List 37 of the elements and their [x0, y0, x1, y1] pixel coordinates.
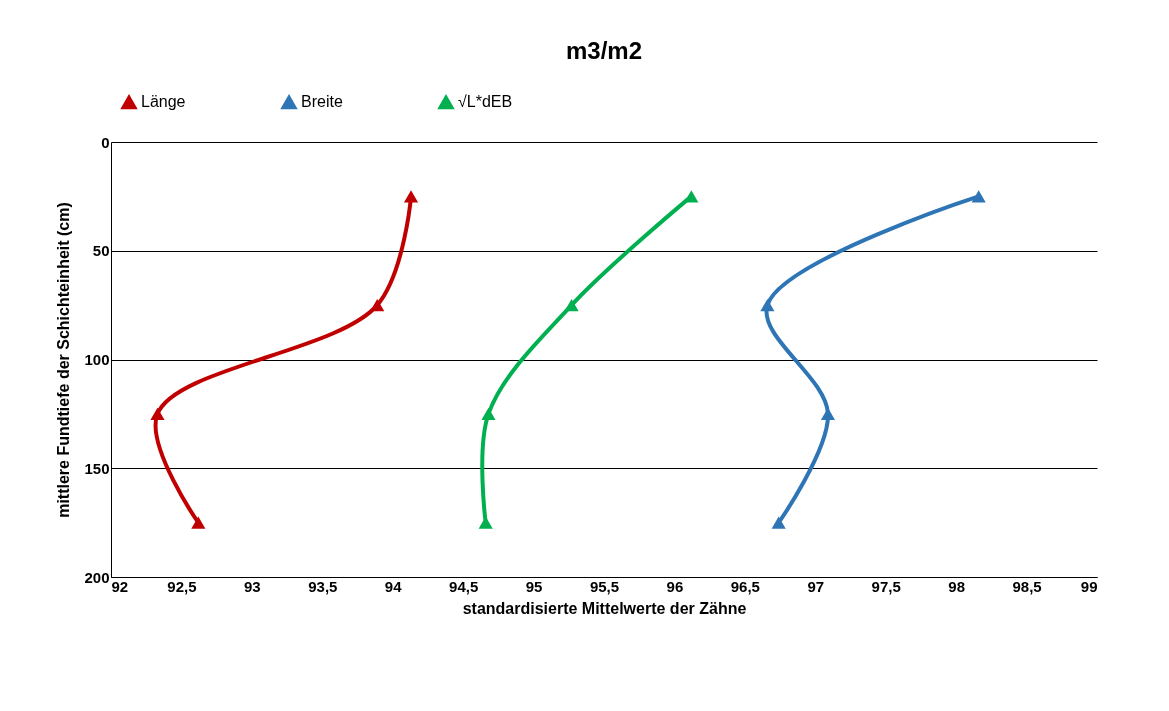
- point: [150, 407, 165, 420]
- y-tick-label: 200: [84, 568, 110, 586]
- y-tick-label: 50: [92, 242, 110, 260]
- x-axis-title: standardisierte Mittelwerte der Zähne: [462, 599, 747, 617]
- x-tick-label: 95,5: [589, 577, 620, 595]
- x-tick-label: 93,5: [308, 577, 338, 595]
- x-tick-label: 96,5: [730, 577, 760, 595]
- point: [684, 190, 699, 203]
- x-tick-label: 97: [807, 577, 825, 595]
- x-tick-label: 98: [948, 577, 965, 595]
- point: [481, 407, 496, 420]
- x-tick-label: 92: [111, 577, 129, 595]
- legend-label: Breite: [301, 93, 343, 111]
- x-tick-label: 99: [1080, 577, 1098, 595]
- x-tick-label: 94,5: [449, 577, 479, 595]
- chart-title: m3/m2: [565, 37, 643, 64]
- x-tick-label: 92,5: [167, 577, 197, 595]
- x-tick-label: 98,5: [1012, 577, 1042, 595]
- x-tick-label: 94: [384, 577, 403, 595]
- y-tick-label: 150: [84, 459, 110, 477]
- x-tick-label: 96: [666, 577, 684, 595]
- x-tick-label: 95: [525, 577, 543, 595]
- point: [820, 407, 836, 420]
- y-axis-title: mittlere Fundtiefe der Schichteinheit (cm): [55, 202, 73, 518]
- y-tick-label: 0: [101, 133, 110, 151]
- x-tick-label: 97,5: [871, 577, 901, 595]
- legend-label: √L*dEB: [458, 93, 513, 111]
- x-tick-label: 93: [244, 577, 261, 595]
- point: [564, 299, 579, 312]
- point: [403, 190, 419, 203]
- point: [971, 190, 986, 203]
- legend-label: Länge: [141, 93, 186, 111]
- point: [760, 299, 775, 312]
- y-tick-label: 100: [84, 351, 110, 368]
- point: [771, 516, 786, 529]
- point: [191, 516, 206, 529]
- point: [370, 299, 385, 312]
